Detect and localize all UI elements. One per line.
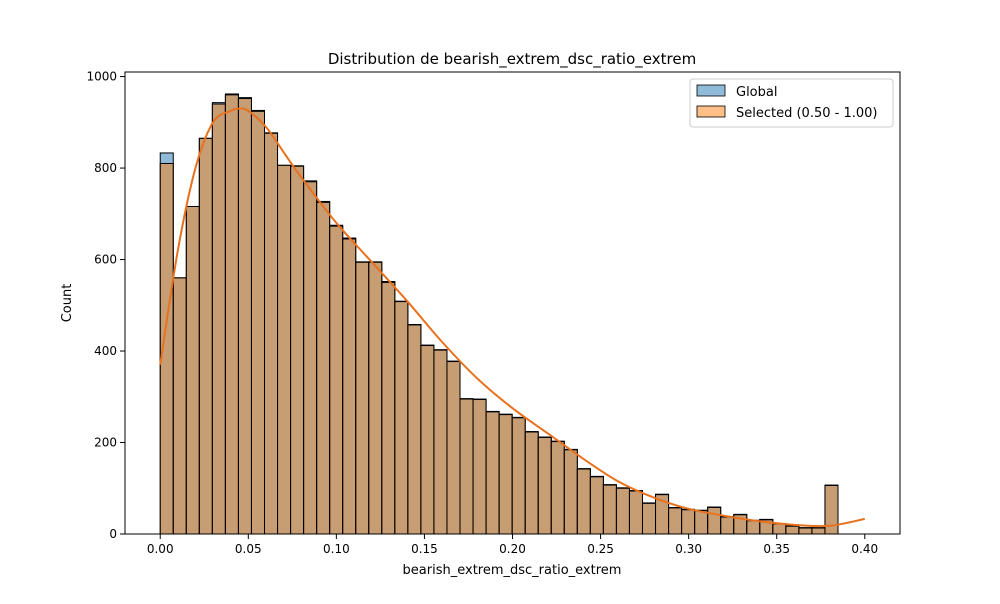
selected-bar bbox=[720, 516, 735, 535]
selected-bar bbox=[355, 261, 370, 535]
selected-bar bbox=[198, 137, 213, 535]
selected-bar bbox=[498, 414, 513, 535]
selected-bar bbox=[811, 527, 826, 535]
x-tick-label: 0.15 bbox=[411, 542, 438, 556]
selected-bar bbox=[485, 411, 500, 535]
selected-bar bbox=[407, 324, 422, 535]
selected-bar bbox=[264, 132, 279, 535]
selected-bar bbox=[524, 431, 539, 535]
legend-label-selected: Selected (0.50 - 1.00) bbox=[736, 106, 877, 121]
x-tick-label: 0.25 bbox=[587, 542, 614, 556]
selected-bar bbox=[563, 449, 578, 535]
selected-bar bbox=[576, 468, 591, 535]
legend: Global Selected (0.50 - 1.00) bbox=[689, 78, 894, 128]
selected-bar bbox=[342, 238, 357, 535]
x-axis-label: bearish_extrem_dsc_ratio_extrem bbox=[403, 563, 622, 578]
selected-bar bbox=[329, 225, 344, 535]
selected-bar bbox=[394, 301, 409, 535]
selected-bar bbox=[668, 507, 683, 535]
y-tick-label: 1000 bbox=[86, 70, 117, 84]
x-tick-label: 0.05 bbox=[235, 542, 262, 556]
y-axis-label: Count bbox=[60, 284, 75, 323]
x-tick-label: 0.00 bbox=[147, 542, 174, 556]
selected-bar bbox=[798, 527, 813, 535]
selected-bar bbox=[681, 509, 696, 535]
selected-bar bbox=[446, 361, 461, 535]
y-tick-label: 800 bbox=[94, 161, 117, 175]
kde-curve bbox=[159, 107, 865, 528]
legend-swatch-selected bbox=[696, 105, 726, 118]
selected-bar bbox=[785, 525, 800, 535]
selected-bar bbox=[185, 205, 200, 535]
selected-bar bbox=[237, 98, 252, 535]
x-axis-ticks: 0.00 0.05 0.10 0.15 0.20 0.25 0.30 0.35 0.40 bbox=[147, 534, 878, 556]
selected-bar bbox=[368, 261, 383, 535]
y-tick-label: 0 bbox=[109, 527, 117, 541]
selected-bar bbox=[511, 417, 526, 535]
legend-label-global: Global bbox=[736, 85, 777, 100]
selected-bar bbox=[694, 510, 709, 535]
selected-bar bbox=[615, 487, 630, 535]
chart-title: Distribution de bearish_extrem_dsc_ratio… bbox=[328, 50, 696, 69]
selected-bar bbox=[290, 165, 305, 535]
selected-bar bbox=[303, 181, 318, 535]
selected-bar bbox=[628, 490, 643, 535]
x-tick-label: 0.40 bbox=[851, 542, 878, 556]
selected-bar bbox=[602, 484, 617, 535]
selected-bar bbox=[459, 398, 474, 535]
selected-bar bbox=[537, 436, 552, 535]
legend-frame bbox=[689, 78, 894, 128]
selected-bar bbox=[420, 345, 435, 535]
x-tick-label: 0.35 bbox=[763, 542, 790, 556]
selected-bar bbox=[316, 201, 331, 535]
selected-bar bbox=[641, 502, 657, 535]
selected-bar bbox=[433, 349, 448, 535]
x-tick-label: 0.20 bbox=[499, 542, 526, 556]
selected-bar bbox=[250, 110, 266, 535]
y-tick-label: 600 bbox=[94, 253, 117, 267]
selected-bar bbox=[472, 399, 487, 535]
legend-swatch-global bbox=[696, 84, 726, 97]
selected-bar bbox=[211, 103, 226, 535]
y-axis-ticks: 0 200 400 600 800 1000 bbox=[86, 70, 125, 541]
selected-bar bbox=[550, 441, 565, 535]
x-tick-label: 0.10 bbox=[323, 542, 350, 556]
selected-bar bbox=[707, 506, 722, 535]
selected-bars bbox=[159, 94, 839, 535]
selected-bar bbox=[224, 94, 239, 535]
selected-bar bbox=[746, 520, 761, 535]
y-tick-label: 400 bbox=[94, 344, 117, 358]
selected-bar bbox=[172, 277, 187, 535]
selected-bar bbox=[589, 476, 604, 535]
selected-bar bbox=[277, 164, 292, 535]
x-tick-label: 0.30 bbox=[675, 542, 702, 556]
selected-bar bbox=[772, 523, 787, 535]
selected-bar bbox=[381, 281, 396, 535]
y-tick-label: 200 bbox=[94, 436, 117, 450]
